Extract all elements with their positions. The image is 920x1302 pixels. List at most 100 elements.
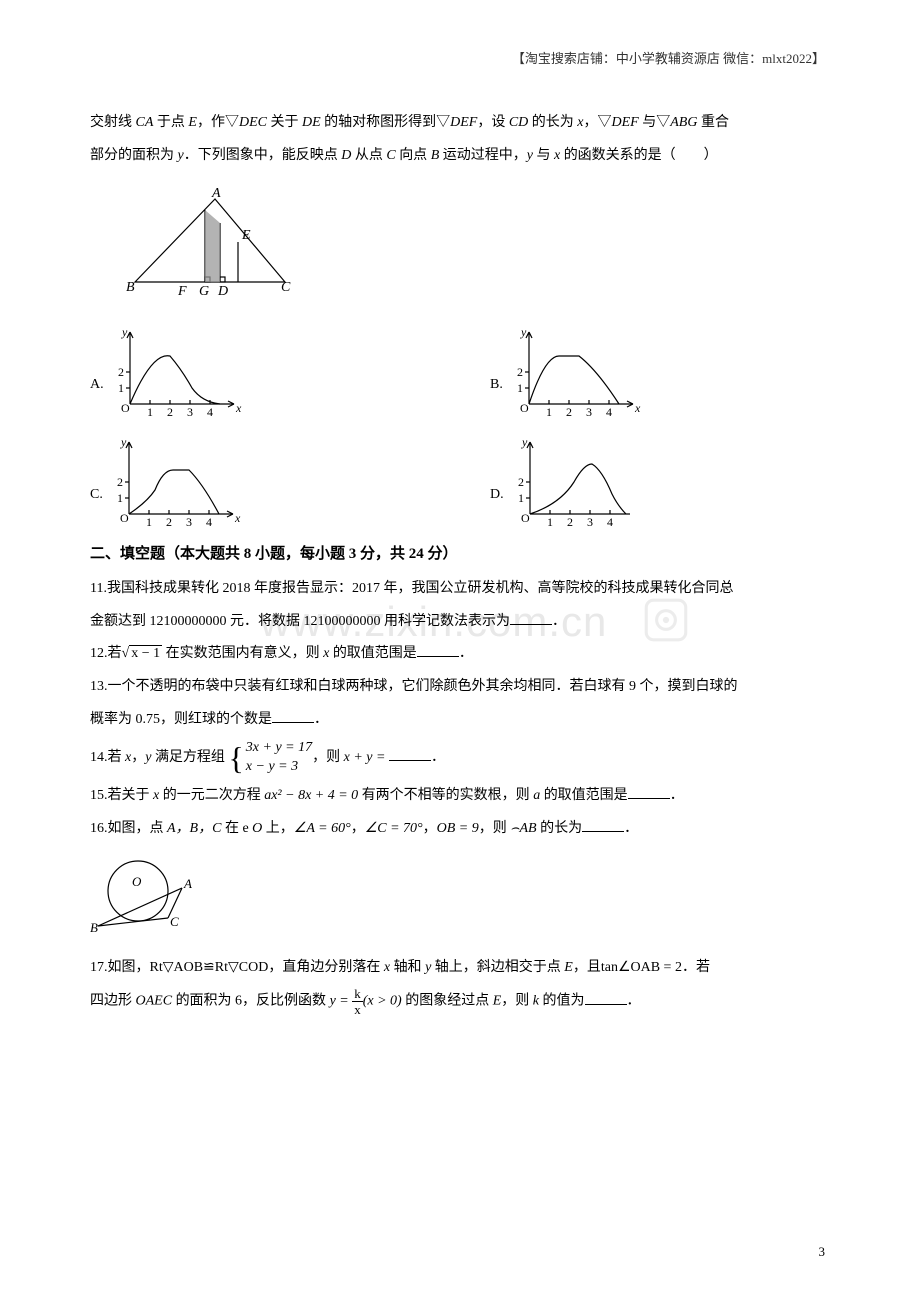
svg-text:x: x [234, 511, 241, 525]
svg-text:x: x [634, 401, 641, 415]
svg-text:y: y [520, 326, 527, 339]
t: ，直角边分别落在 [268, 960, 384, 975]
t: 15.若关于 [90, 788, 153, 803]
q13-l2: 概率为 0.75，则红球的个数是． [90, 707, 830, 734]
angC: ∠C = 70° [365, 821, 423, 836]
lbl-B: B [90, 920, 98, 935]
t: 的一元二次方程 [159, 788, 264, 803]
t: ，则 [501, 994, 533, 1009]
t: 17.如图， [90, 960, 150, 975]
q15-blank [628, 785, 670, 799]
t: 轴和 [390, 960, 425, 975]
abg: ABG [670, 115, 697, 130]
lbl-F: F [177, 284, 187, 297]
svg-text:3: 3 [187, 405, 193, 416]
t: ，作 [197, 115, 225, 130]
t: ， [131, 750, 145, 765]
num: k [352, 987, 363, 1002]
q13-l1: 13.一个不透明的布袋中只装有红球和白球两种球，它们除颜色外其余均相同．若白球有… [90, 674, 830, 701]
lbl-A: A [183, 876, 192, 891]
t: 的长为 [537, 821, 583, 836]
e: E [188, 115, 197, 130]
lbl-O: O [132, 874, 142, 889]
t: 与 [639, 115, 657, 130]
q12-blank [417, 643, 459, 657]
sqrt-in: x − 1 [129, 645, 162, 661]
svg-text:O: O [121, 401, 130, 415]
q14-blank [389, 747, 431, 761]
svg-text:1: 1 [547, 515, 553, 526]
svg-text:3: 3 [587, 515, 593, 526]
sqrt: √x − 1 [122, 645, 163, 661]
t: 12.若 [90, 646, 122, 661]
t: ， [351, 821, 365, 836]
q11: 11.我国科技成果转化 2018 年度报告显示：2017 年，我国公立研发机构、… [90, 576, 830, 603]
q17-l1: 17.如图，Rt▽AOB≌Rt▽COD，直角边分别落在 x 轴和 y 轴上，斜边… [90, 955, 830, 982]
t: 的值为 [539, 994, 585, 1009]
t: 轴上，斜边相交于点 [431, 960, 564, 975]
lbl-G: G [199, 284, 209, 297]
ob: OB = 9 [437, 821, 479, 836]
svg-text:1: 1 [117, 491, 123, 505]
b: B [431, 148, 440, 163]
t: ． [314, 712, 328, 727]
t: 重合 [697, 115, 729, 130]
t: 四边形 [90, 994, 136, 1009]
c: C [386, 148, 395, 163]
t: 从点 [351, 148, 386, 163]
svg-text:1: 1 [546, 405, 552, 416]
t: 运动过程中， [439, 148, 527, 163]
svg-text:4: 4 [206, 515, 212, 526]
svg-text:3: 3 [186, 515, 192, 526]
chart-D: y O 1234 12 [512, 436, 642, 526]
q17-l2: 四边形 OAEC 的面积为 6，反比例函数 y = k x (x > 0) 的图… [90, 987, 830, 1016]
svg-text:1: 1 [146, 515, 152, 526]
dec: DEC [239, 115, 267, 130]
svg-text:4: 4 [607, 515, 613, 526]
svg-text:y: y [120, 436, 127, 449]
q11-blank [510, 611, 552, 625]
q11-l2: 金额达到 12100000000 元．将数据 12100000000 用科学记数… [90, 609, 830, 636]
frac: k x [352, 987, 363, 1016]
t: ． [552, 614, 566, 629]
chart-C: y x O 1234 12 [111, 436, 241, 526]
ca: CA [136, 115, 154, 130]
t: 关于 [267, 115, 302, 130]
xy: x + y = [344, 750, 386, 765]
t: 与 [533, 148, 554, 163]
t: 金额达到 12100000000 元．将数据 12100000000 用科学记数… [90, 614, 510, 629]
brace-system: { 3x + y = 17 x − y = 3 [228, 739, 312, 777]
eq1: 3x + y = 17 [246, 739, 312, 758]
q13-blank [272, 709, 314, 723]
choice-B: B. y x O 1234 12 [490, 326, 830, 416]
cd: CD [509, 115, 528, 130]
t: 在 e [221, 821, 252, 836]
t: 的取值范围是 [329, 646, 417, 661]
t: 部分的面积为 [90, 148, 178, 163]
t: ， [584, 115, 598, 130]
svg-text:1: 1 [518, 491, 524, 505]
svg-text:2: 2 [567, 515, 573, 526]
q15: 15.若关于 x 的一元二次方程 ax² − 8x + 4 = 0 有两个不相等… [90, 783, 830, 810]
t: 满足方程组 [151, 750, 225, 765]
oaec: OAEC [136, 994, 173, 1009]
t: 的长为 [528, 115, 577, 130]
svg-text:2: 2 [117, 475, 123, 489]
E: E [564, 960, 573, 975]
d: D [341, 148, 351, 163]
t: 的轴对称图形得到 [321, 115, 437, 130]
choice-C: C. y x O 1234 12 [90, 436, 430, 526]
header-note: 【淘宝搜索店铺：中小学教辅资源店 微信：mlxt2022】 [512, 48, 825, 67]
choice-D: D. y O 1234 12 [490, 436, 830, 526]
q16: 16.如图，点 A，B，C 在 e O 上，∠A = 60°，∠C = 70°，… [90, 816, 830, 843]
svg-text:2: 2 [517, 365, 523, 379]
E2: E [493, 994, 502, 1009]
O: O [252, 821, 262, 836]
def2: DEF [612, 115, 639, 130]
svg-text:4: 4 [207, 405, 213, 416]
lbl-A: A [211, 187, 221, 201]
q10-line1: 交射线 CA 于点 E，作▽DEC 关于 DE 的轴对称图形得到▽DEF，设 C… [90, 110, 830, 137]
page-number: 3 [819, 1244, 826, 1260]
choice-B-label: B. [490, 372, 503, 399]
t: ． [431, 750, 445, 765]
